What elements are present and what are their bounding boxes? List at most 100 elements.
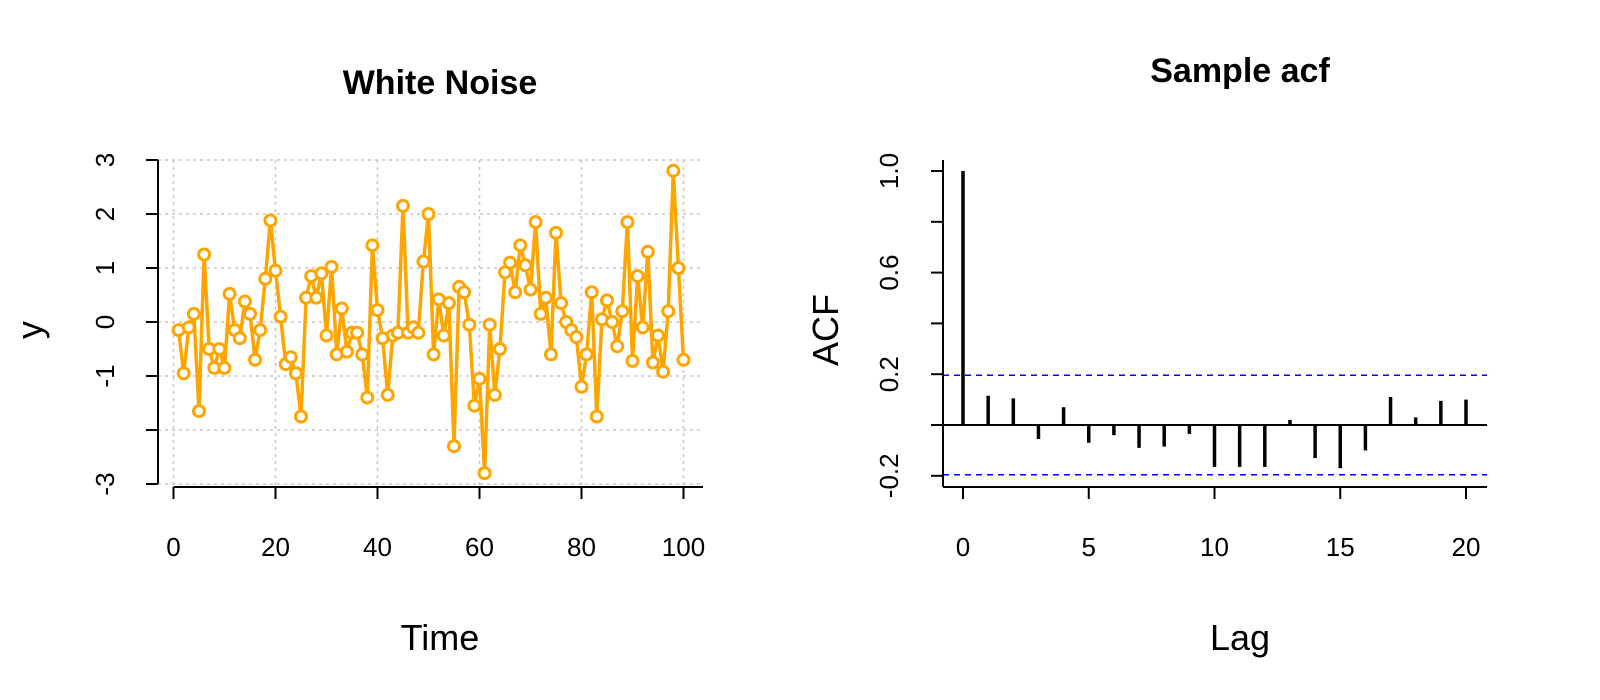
data-point	[243, 306, 257, 321]
acf-x-tick-label: 10	[1200, 532, 1229, 562]
data-point	[513, 238, 528, 253]
data-point	[396, 198, 410, 213]
data-point	[192, 404, 206, 419]
data-point	[543, 347, 558, 362]
data-point	[212, 342, 227, 356]
data-point	[186, 306, 201, 321]
data-point	[600, 293, 614, 308]
white-noise-y-label: y	[9, 321, 50, 339]
data-point	[487, 387, 502, 402]
data-point	[334, 301, 349, 316]
data-point	[447, 439, 461, 454]
data-point	[370, 303, 385, 318]
acf-x-tick-label: 20	[1452, 532, 1481, 562]
data-point	[294, 409, 308, 424]
data-point	[339, 344, 354, 359]
data-point	[309, 290, 324, 305]
white-noise-panel: 0 20 40 60 80 100 -3 -1 0 1 2 3 White Noise Time y	[9, 64, 705, 658]
data-point	[268, 263, 283, 278]
data-point	[625, 353, 640, 368]
white-noise-axes: 0 20 40 60 80 100 -3 -1 0 1 2 3	[90, 153, 705, 562]
white-noise-line	[176, 169, 686, 475]
data-point	[472, 371, 487, 386]
data-point	[319, 328, 334, 343]
data-point	[441, 296, 456, 311]
y-tick-label: 1	[90, 261, 120, 275]
y-tick-label: 2	[90, 207, 120, 221]
data-point	[569, 330, 584, 345]
data-point	[508, 285, 523, 300]
acf-bars	[961, 171, 1468, 469]
data-point	[217, 360, 232, 375]
data-point	[482, 317, 497, 332]
white-noise-series	[171, 163, 691, 481]
y-tick-label: -3	[90, 472, 120, 495]
data-point	[676, 352, 691, 367]
data-point	[355, 347, 370, 362]
data-point	[640, 244, 655, 259]
data-point	[314, 266, 329, 281]
data-point	[283, 350, 298, 365]
data-point	[518, 258, 533, 273]
data-point	[324, 259, 339, 274]
data-point	[492, 342, 507, 356]
data-point	[462, 317, 477, 332]
data-point	[197, 247, 212, 262]
data-point	[273, 309, 288, 324]
data-point	[232, 331, 247, 346]
data-point	[380, 387, 395, 402]
data-point	[365, 238, 380, 253]
sample-acf-panel: 0 5 10 15 20 -0.2 0.2 0.6 1.0 Sample acf Lag ACF	[805, 52, 1487, 658]
data-point	[620, 215, 635, 230]
data-point	[350, 325, 365, 340]
data-point	[248, 352, 263, 367]
acf-x-tick-label: 0	[956, 532, 970, 562]
data-point	[253, 323, 268, 338]
data-point	[503, 255, 518, 270]
data-point	[656, 364, 671, 379]
data-point	[416, 254, 431, 269]
white-noise-title: White Noise	[343, 64, 538, 102]
data-point	[589, 409, 604, 424]
y-tick-label: 3	[90, 153, 120, 167]
data-point	[258, 271, 273, 286]
acf-y-tick-label: -0.2	[874, 453, 904, 498]
data-point	[635, 320, 650, 335]
acf-x-label: Lag	[1210, 617, 1270, 658]
data-point	[666, 163, 681, 178]
white-noise-grid	[158, 159, 703, 487]
data-point	[549, 225, 563, 240]
data-point	[288, 366, 303, 381]
data-point	[605, 315, 620, 329]
data-point	[538, 290, 553, 305]
data-point	[671, 261, 686, 275]
acf-confidence-band	[943, 374, 1487, 476]
acf-x-tick-label: 15	[1326, 532, 1355, 562]
data-point	[477, 466, 492, 481]
x-tick-label: 60	[465, 532, 494, 562]
data-point	[436, 328, 451, 343]
data-point	[630, 269, 645, 284]
acf-y-label: ACF	[805, 294, 846, 366]
data-point	[411, 325, 426, 340]
acf-axes: 0 5 10 15 20 -0.2 0.2 0.6 1.0	[874, 153, 1487, 562]
data-point	[523, 282, 538, 297]
x-tick-label: 40	[363, 532, 392, 562]
data-point	[645, 355, 660, 370]
data-point	[610, 339, 625, 354]
x-tick-label: 0	[166, 532, 180, 562]
data-point	[181, 320, 196, 335]
acf-y-tick-label: 1.0	[874, 153, 904, 189]
data-point	[651, 328, 665, 343]
data-point	[528, 215, 543, 230]
acf-title: Sample acf	[1150, 52, 1330, 90]
data-point	[467, 398, 482, 413]
data-point	[554, 296, 569, 311]
data-point	[426, 347, 441, 362]
y-tick-label: 0	[90, 315, 120, 329]
data-point	[360, 390, 375, 405]
white-noise-x-label: Time	[401, 617, 480, 658]
data-point	[574, 379, 589, 394]
data-point	[263, 213, 278, 228]
